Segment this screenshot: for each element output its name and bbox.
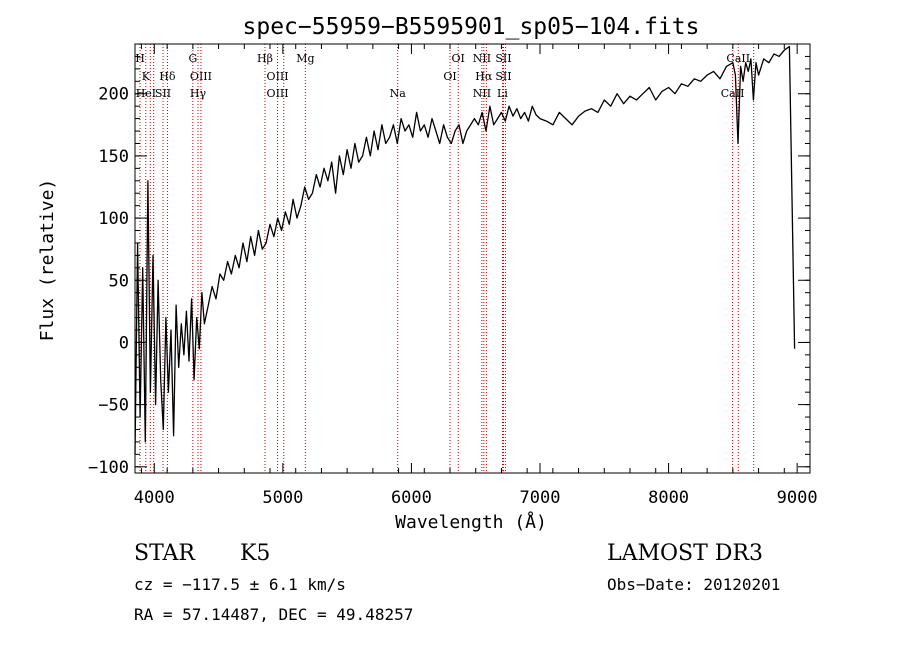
spectral-line-label: OIII xyxy=(190,70,212,83)
x-tick-label: 6000 xyxy=(391,488,432,508)
spectral-line-label: Hδ xyxy=(159,70,176,83)
object-subclass: K5 xyxy=(240,541,270,566)
spectral-line-label: K xyxy=(142,70,151,83)
spectral-line-label: G xyxy=(188,52,197,65)
spectral-line-label: SII xyxy=(495,52,511,65)
series-layer xyxy=(134,45,796,455)
y-tick-label: 150 xyxy=(98,147,129,167)
x-tick-label: 7000 xyxy=(520,488,561,508)
axes: 4000 5000 6000 7000 8000 9000 −100 −50 0 50 100 150… xyxy=(88,43,818,508)
spectral-line-label: Hβ xyxy=(257,52,273,65)
x-tick-label: 5000 xyxy=(262,488,303,508)
spectral-line-markers xyxy=(139,44,755,473)
spectral-line-label: CaII xyxy=(726,52,750,65)
spectral-line-label: OIII xyxy=(267,70,289,83)
spectral-line-label: Li xyxy=(497,87,508,100)
chart-title: spec−55959−B5595901_sp05−104.fits xyxy=(243,14,700,40)
redshift-text: cz = −117.5 ± 6.1 km/s xyxy=(134,575,346,594)
y-tick-label: 0 xyxy=(119,333,129,353)
y-axis-label: Flux (relative) xyxy=(37,179,58,342)
plot-frame xyxy=(134,43,811,474)
y-tick-label: 50 xyxy=(109,271,129,291)
spectral-line-label: OI xyxy=(452,52,465,65)
x-axis-label: Wavelength (Å) xyxy=(395,511,547,533)
y-tick-label: 100 xyxy=(98,209,129,229)
spectral-line-label: SII xyxy=(495,70,511,83)
y-tick-label: 200 xyxy=(98,85,129,105)
spectral-line-label: H xyxy=(135,52,145,65)
flux-series-line xyxy=(134,45,796,455)
spectral-line-label: SII xyxy=(155,87,171,100)
spectral-line-label: OI xyxy=(443,70,456,83)
spectral-line-label: OIII xyxy=(267,87,289,100)
y-tick-label: −100 xyxy=(88,458,129,478)
y-tick-label: −50 xyxy=(98,396,129,416)
coordinates-text: RA = 57.14487, DEC = 49.48257 xyxy=(134,605,413,624)
spectral-line-label: NII xyxy=(473,52,491,65)
x-tick-label: 4000 xyxy=(134,488,175,508)
spectral-line-label: Hγ xyxy=(190,87,207,100)
x-tick-label: 9000 xyxy=(777,488,818,508)
spectral-line-label: Hα xyxy=(475,70,493,83)
spectral-line-label: Mg xyxy=(296,52,314,65)
spectral-line-label: CaII xyxy=(721,87,745,100)
spectral-line-label: Na xyxy=(390,87,407,100)
observation-date: Obs−Date: 20120201 xyxy=(607,575,780,594)
survey-name: LAMOST DR3 xyxy=(607,541,763,566)
object-class: STAR xyxy=(134,541,196,566)
x-tick-label: 8000 xyxy=(648,488,689,508)
spectral-line-label: NII xyxy=(473,87,491,100)
